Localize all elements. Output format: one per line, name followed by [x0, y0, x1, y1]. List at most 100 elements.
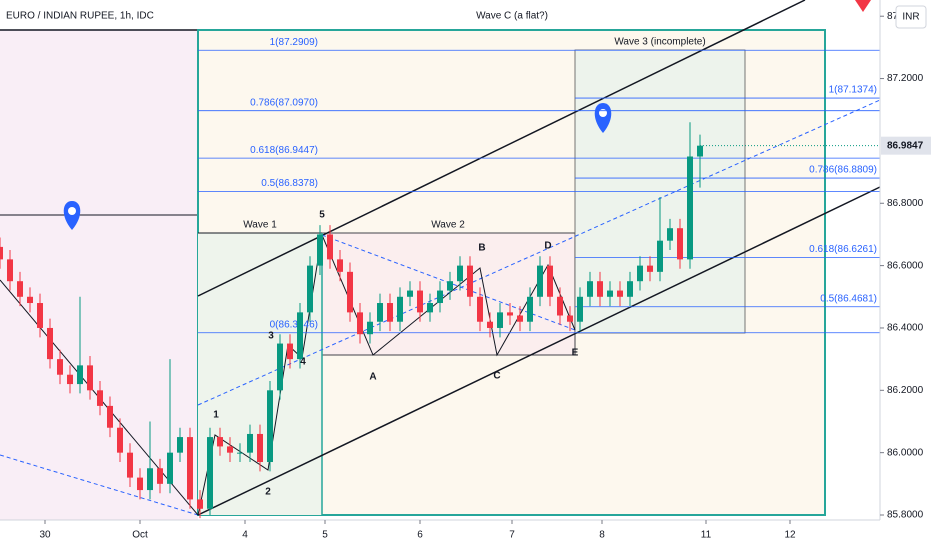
- candle-body: [387, 303, 393, 322]
- candle-body: [447, 281, 453, 291]
- candle-body: [407, 290, 413, 297]
- candle-body: [297, 312, 303, 360]
- candle-body: [87, 365, 93, 391]
- x-tick-label: 11: [701, 530, 712, 541]
- y-tick-label: 86.4000: [887, 323, 924, 334]
- candle-body: [637, 265, 643, 282]
- candle-body: [697, 145, 703, 157]
- map-pin-dot: [68, 207, 76, 215]
- candle-body: [107, 405, 113, 428]
- candle-body: [7, 259, 13, 282]
- zone-left: [0, 30, 198, 520]
- candle-body: [0, 246, 3, 260]
- candle-body: [347, 271, 353, 313]
- candle-body: [217, 437, 223, 447]
- candle-body: [57, 359, 63, 375]
- channel-upper: [197, 0, 806, 297]
- alert-marker[interactable]: [855, 0, 871, 12]
- channel-lower: [197, 186, 881, 516]
- candle-body: [247, 433, 253, 453]
- wave-label: C: [493, 371, 500, 382]
- fib-label: 1(87.2909): [270, 37, 318, 48]
- candle-body: [147, 468, 153, 491]
- candle-body: [647, 265, 653, 272]
- candle-body: [327, 234, 333, 260]
- candle-body: [367, 321, 373, 335]
- candle-body: [607, 290, 613, 297]
- fib-label: 1(87.1374): [829, 85, 877, 96]
- candle-body: [257, 433, 263, 463]
- x-tick-label: 30: [39, 530, 51, 541]
- last-price-badge: [881, 136, 931, 155]
- candle-body: [157, 468, 163, 484]
- candle-body: [237, 452, 243, 454]
- candle-body: [547, 265, 553, 297]
- candle-body: [657, 240, 663, 272]
- candle-body: [17, 281, 23, 297]
- x-tick-label: 8: [599, 530, 605, 541]
- candle-body: [497, 312, 503, 328]
- candle-body: [397, 296, 403, 322]
- fib-label: 0.786(86.8809): [809, 165, 877, 176]
- x-tick-label: Oct: [132, 530, 148, 541]
- candle-body: [97, 390, 103, 406]
- candle-body: [467, 265, 473, 297]
- candle-body: [677, 228, 683, 260]
- wave-label: 5: [319, 210, 325, 221]
- wave-label: B: [478, 243, 485, 254]
- candle-body: [207, 437, 213, 509]
- x-tick-label: 12: [784, 530, 796, 541]
- candle-body: [337, 259, 343, 272]
- candle-body: [27, 296, 33, 304]
- last-price-label: 86.9847: [887, 140, 924, 151]
- y-tick-label: 86.0000: [887, 447, 924, 458]
- fib-label: 0.618(86.9447): [250, 145, 318, 156]
- fib-label: 0.618(86.6261): [809, 244, 877, 255]
- candle-body: [287, 343, 293, 360]
- price-axis: [880, 0, 932, 550]
- wave-1-box: [198, 233, 322, 515]
- y-tick-label: 87.2000: [887, 73, 924, 84]
- candle-body: [67, 374, 73, 385]
- fib-label: 0.5(86.4681): [820, 293, 877, 304]
- x-tick-label: 4: [242, 530, 248, 541]
- y-tick-label: 86.8000: [887, 198, 924, 209]
- channel-mid: [197, 99, 881, 406]
- wave-label: 4: [300, 357, 306, 368]
- candle-body: [377, 303, 383, 322]
- marks: 1(87.2909) 0.786(87.0970) 0.618(86.9447) 0.…: [0, 37, 880, 519]
- candle-body: [667, 228, 673, 241]
- time-axis: [0, 520, 880, 550]
- map-pin[interactable]: [63, 201, 81, 230]
- currency-badge[interactable]: [895, 5, 927, 29]
- candle-body: [527, 296, 533, 322]
- candle-body: [127, 452, 133, 478]
- fib-label: 0.786(87.0970): [250, 97, 318, 108]
- candle-body: [587, 281, 593, 297]
- fib-label: 0.5(86.8378): [261, 178, 318, 189]
- candle-body: [687, 156, 693, 260]
- candle-body: [517, 315, 523, 322]
- candle-body: [557, 296, 563, 316]
- candle-body: [177, 437, 183, 453]
- candle-body: [227, 446, 233, 453]
- x-tick-label: 7: [509, 530, 515, 541]
- candle-body: [457, 265, 463, 282]
- candle-body: [477, 296, 483, 322]
- candle-body: [567, 315, 573, 322]
- candle-body: [437, 290, 443, 304]
- wave-label: D: [544, 241, 551, 252]
- wave-label: 3: [268, 331, 274, 342]
- candle-body: [317, 234, 323, 266]
- candle-body: [507, 312, 513, 316]
- wave-label: A: [369, 372, 376, 383]
- x-tick-label: 6: [417, 530, 423, 541]
- candle-body: [187, 437, 193, 500]
- map-pin-dot: [599, 109, 607, 117]
- candle-body: [597, 281, 603, 297]
- candle-body: [307, 265, 313, 313]
- currency-label: INR: [902, 12, 919, 23]
- wave-label: E: [572, 348, 579, 359]
- chart-title: EURO / INDIAN RUPEE, 1h, IDC: [6, 11, 154, 22]
